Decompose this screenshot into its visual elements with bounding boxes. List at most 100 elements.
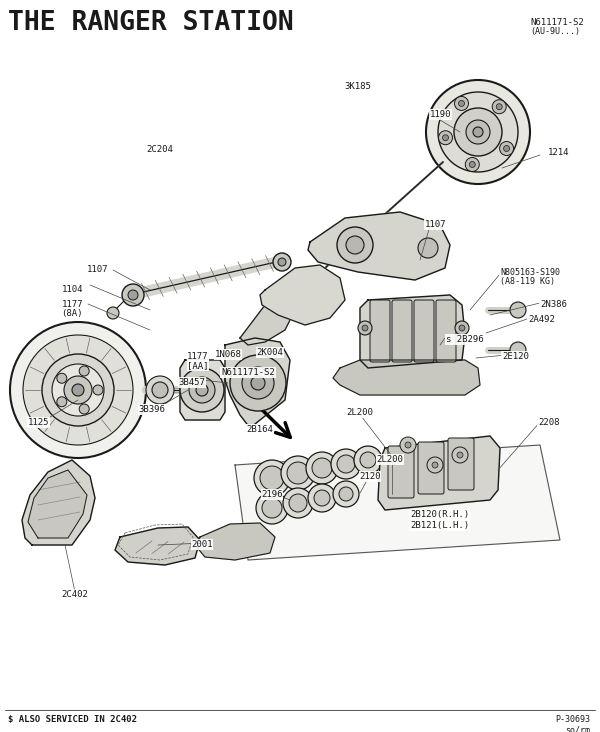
- Circle shape: [312, 458, 332, 478]
- Circle shape: [452, 447, 468, 463]
- Text: 2B121(L.H.): 2B121(L.H.): [410, 521, 469, 530]
- Circle shape: [362, 325, 368, 331]
- Circle shape: [196, 384, 208, 396]
- Text: P-30693
so/rm: P-30693 so/rm: [555, 715, 590, 732]
- Polygon shape: [28, 470, 87, 538]
- Circle shape: [438, 92, 518, 172]
- Circle shape: [492, 100, 506, 113]
- FancyBboxPatch shape: [392, 300, 412, 362]
- Text: 1N068: 1N068: [215, 350, 241, 359]
- Circle shape: [52, 364, 104, 416]
- Text: (AU-9U...): (AU-9U...): [530, 27, 580, 36]
- Circle shape: [314, 490, 330, 506]
- Circle shape: [503, 146, 509, 152]
- Text: (A8-119 KG): (A8-119 KG): [500, 277, 555, 286]
- Circle shape: [260, 466, 284, 490]
- Text: 2L200: 2L200: [347, 408, 373, 417]
- Polygon shape: [333, 360, 480, 395]
- Polygon shape: [22, 460, 95, 545]
- Circle shape: [455, 97, 469, 111]
- Circle shape: [333, 481, 359, 507]
- Circle shape: [432, 462, 438, 468]
- Circle shape: [287, 462, 309, 484]
- Circle shape: [405, 442, 411, 448]
- Circle shape: [79, 366, 89, 376]
- Circle shape: [443, 135, 449, 141]
- Polygon shape: [240, 295, 295, 345]
- Circle shape: [64, 376, 92, 404]
- Text: 2208: 2208: [538, 418, 560, 427]
- Circle shape: [496, 104, 502, 110]
- Circle shape: [454, 108, 502, 156]
- Circle shape: [57, 397, 67, 407]
- Polygon shape: [235, 445, 560, 560]
- FancyBboxPatch shape: [388, 446, 414, 498]
- Circle shape: [346, 236, 364, 254]
- Circle shape: [254, 460, 290, 496]
- Circle shape: [426, 80, 530, 184]
- Circle shape: [146, 376, 174, 404]
- Text: s 2B296: s 2B296: [446, 335, 484, 344]
- Circle shape: [439, 131, 452, 145]
- Polygon shape: [225, 338, 290, 428]
- Polygon shape: [260, 265, 345, 325]
- Circle shape: [189, 377, 215, 403]
- Circle shape: [455, 321, 469, 335]
- Circle shape: [107, 307, 119, 319]
- Text: N805163-S190: N805163-S190: [500, 268, 560, 277]
- Circle shape: [331, 449, 361, 479]
- Text: N611171-S2: N611171-S2: [530, 18, 584, 27]
- Text: 3B396: 3B396: [139, 405, 166, 414]
- Circle shape: [273, 253, 291, 271]
- Circle shape: [510, 342, 526, 358]
- Circle shape: [42, 354, 114, 426]
- Circle shape: [427, 457, 443, 473]
- Circle shape: [281, 456, 315, 490]
- Circle shape: [278, 258, 286, 266]
- Text: 1107: 1107: [425, 220, 446, 229]
- Circle shape: [457, 452, 463, 458]
- Polygon shape: [115, 527, 200, 565]
- Circle shape: [122, 284, 144, 306]
- Text: 1190: 1190: [430, 110, 452, 119]
- Text: 1214: 1214: [548, 148, 569, 157]
- Circle shape: [10, 322, 146, 458]
- Text: 3K185: 3K185: [344, 82, 371, 91]
- Text: 2L200: 2L200: [377, 455, 403, 464]
- Text: 2196: 2196: [261, 490, 283, 499]
- Circle shape: [23, 335, 133, 445]
- Text: 2B120(R.H.): 2B120(R.H.): [410, 510, 469, 519]
- Circle shape: [180, 368, 224, 412]
- Circle shape: [72, 384, 84, 396]
- Circle shape: [242, 367, 274, 399]
- FancyBboxPatch shape: [418, 442, 444, 494]
- Polygon shape: [180, 360, 225, 420]
- Text: 2120: 2120: [359, 472, 381, 481]
- Polygon shape: [360, 295, 465, 368]
- Circle shape: [57, 373, 67, 384]
- Circle shape: [128, 290, 138, 300]
- Circle shape: [152, 382, 168, 398]
- Circle shape: [93, 385, 103, 395]
- Text: (8A): (8A): [62, 309, 83, 318]
- FancyBboxPatch shape: [448, 438, 474, 490]
- Text: [AA]: [AA]: [187, 361, 209, 370]
- Circle shape: [230, 355, 286, 411]
- Circle shape: [256, 492, 288, 524]
- Circle shape: [337, 227, 373, 263]
- Text: N611171-S2: N611171-S2: [221, 368, 275, 377]
- Text: 2C402: 2C402: [62, 590, 88, 599]
- FancyBboxPatch shape: [436, 300, 456, 362]
- Text: 1125: 1125: [28, 418, 49, 427]
- Circle shape: [354, 446, 382, 474]
- FancyBboxPatch shape: [370, 300, 390, 362]
- Text: 1104: 1104: [62, 285, 83, 294]
- FancyBboxPatch shape: [414, 300, 434, 362]
- Text: 3B457: 3B457: [179, 378, 205, 387]
- Circle shape: [458, 100, 464, 106]
- Text: 2E120: 2E120: [502, 352, 529, 361]
- Text: $ ALSO SERVICED IN 2C402: $ ALSO SERVICED IN 2C402: [8, 715, 137, 724]
- Polygon shape: [195, 523, 275, 560]
- Circle shape: [306, 452, 338, 484]
- Circle shape: [459, 325, 465, 331]
